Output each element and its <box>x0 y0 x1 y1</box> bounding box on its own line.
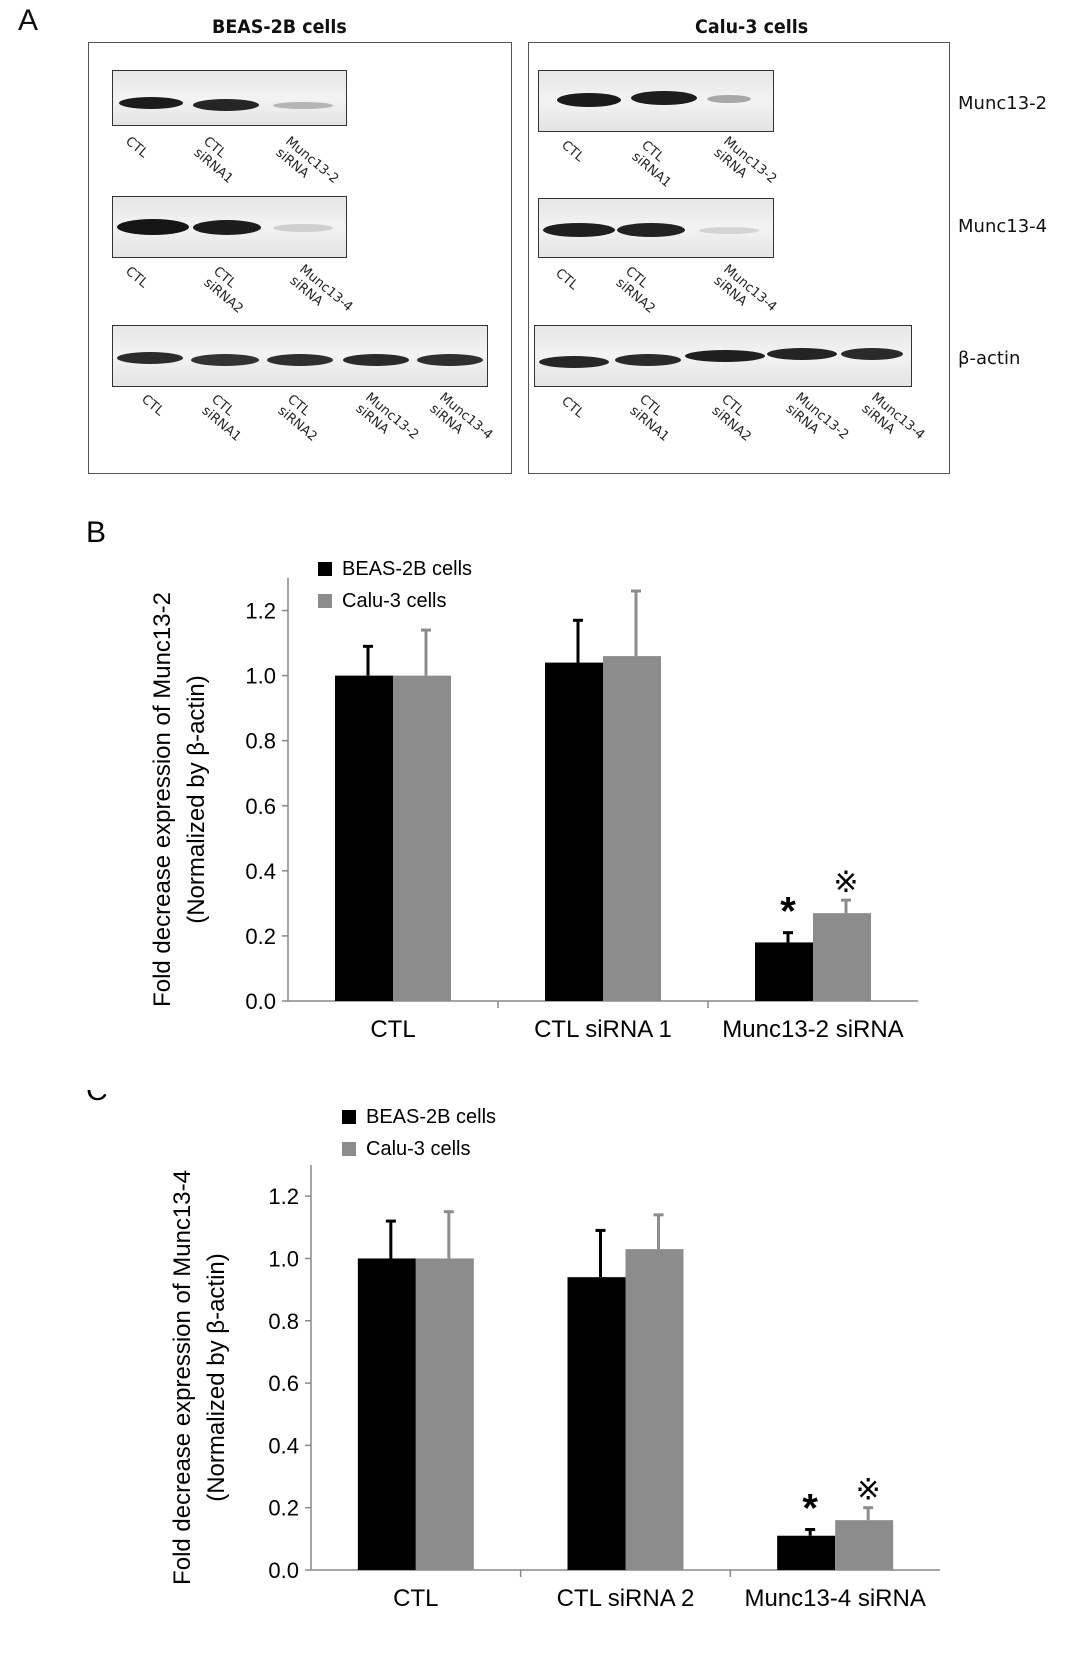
bar <box>755 942 813 1001</box>
legend-swatch <box>318 562 332 576</box>
x-tick-label: CTL siRNA 1 <box>534 1016 672 1043</box>
y-tick-label: 0.6 <box>245 794 276 819</box>
y-axis-label-2: (Normalized by β-actin) <box>203 1253 230 1502</box>
y-axis-label: Fold decrease expression of Munc13-4 <box>169 1170 196 1585</box>
beas-munc13-4-blot <box>112 196 347 258</box>
significance-marker: * <box>780 890 796 934</box>
y-axis-label-2: (Normalized by β-actin) <box>183 675 210 924</box>
bar <box>357 1258 416 1570</box>
protein-label-munc13-2: Munc13-2 <box>958 93 1048 114</box>
bar <box>813 913 871 1001</box>
protein-label-beta-actin: β-actin <box>958 348 1021 369</box>
x-tick-label: CTL <box>393 1585 438 1612</box>
beas-2b-blot-box <box>88 42 512 474</box>
legend-swatch <box>342 1110 356 1124</box>
significance-marker: * <box>802 1487 818 1531</box>
bar <box>567 1277 626 1570</box>
calu-munc13-4-blot <box>538 198 774 258</box>
y-tick-label: 0.2 <box>268 1496 299 1521</box>
y-tick-label: 1.2 <box>245 599 276 624</box>
beas-actin-blot <box>112 325 488 387</box>
bar <box>777 1535 836 1570</box>
y-tick-label: 0.0 <box>245 989 276 1014</box>
chart-b: B 0.0 0.2 0.4 0.6 0.8 1.0 1.2 CTL CTL siRNA 1 * ※ Mu… <box>86 516 918 1043</box>
panel-a-letter: A <box>18 4 39 37</box>
calu-actin-blot <box>534 325 912 387</box>
bar <box>603 656 661 1001</box>
bar <box>393 675 451 1001</box>
panel-letter: C <box>86 1090 108 1107</box>
significance-marker: ※ <box>833 866 858 899</box>
y-tick-label: 0.8 <box>268 1309 299 1334</box>
bar <box>835 1520 894 1570</box>
beas-2b-title: BEAS-2B cells <box>212 16 347 38</box>
y-axis-label: Fold decrease expression of Munc13-2 <box>149 592 176 1007</box>
legend-label: Calu-3 cells <box>342 590 446 612</box>
x-tick-label: CTL siRNA 2 <box>557 1585 695 1612</box>
bar <box>415 1258 474 1570</box>
legend-swatch <box>318 594 332 608</box>
calu-3-blot-box <box>528 42 950 474</box>
y-tick-label: 1.0 <box>268 1246 299 1271</box>
y-tick-label: 0.4 <box>245 859 276 884</box>
legend-label: BEAS-2B cells <box>366 1106 496 1128</box>
legend-label: Calu-3 cells <box>366 1138 470 1160</box>
y-tick-label: 0.0 <box>268 1558 299 1583</box>
calu-3-title: Calu-3 cells <box>695 16 809 38</box>
x-tick-label: CTL <box>370 1016 415 1043</box>
bar <box>545 662 603 1001</box>
protein-label-munc13-4: Munc13-4 <box>958 216 1048 237</box>
y-tick-label: 1.2 <box>268 1184 299 1209</box>
chart-c: C 0.0 0.2 0.4 0.6 0.8 1.0 1.2 CTL CTL siRNA 2 * ※ Mu… <box>86 1090 940 1612</box>
x-tick-label: Munc13-2 siRNA <box>722 1016 903 1043</box>
y-tick-label: 0.6 <box>268 1371 299 1396</box>
beas-munc13-2-blot <box>112 70 347 126</box>
significance-marker: ※ <box>856 1474 881 1507</box>
panel-letter: B <box>86 516 106 549</box>
calu-munc13-2-blot <box>538 70 774 132</box>
legend-swatch <box>342 1142 356 1156</box>
x-tick-label: Munc13-4 siRNA <box>744 1585 925 1612</box>
y-tick-label: 0.2 <box>245 924 276 949</box>
y-tick-label: 0.8 <box>245 729 276 754</box>
bar <box>335 675 393 1001</box>
legend-label: BEAS-2B cells <box>342 558 472 580</box>
y-tick-label: 0.4 <box>268 1433 299 1458</box>
y-tick-label: 1.0 <box>245 664 276 689</box>
bar <box>625 1249 684 1570</box>
